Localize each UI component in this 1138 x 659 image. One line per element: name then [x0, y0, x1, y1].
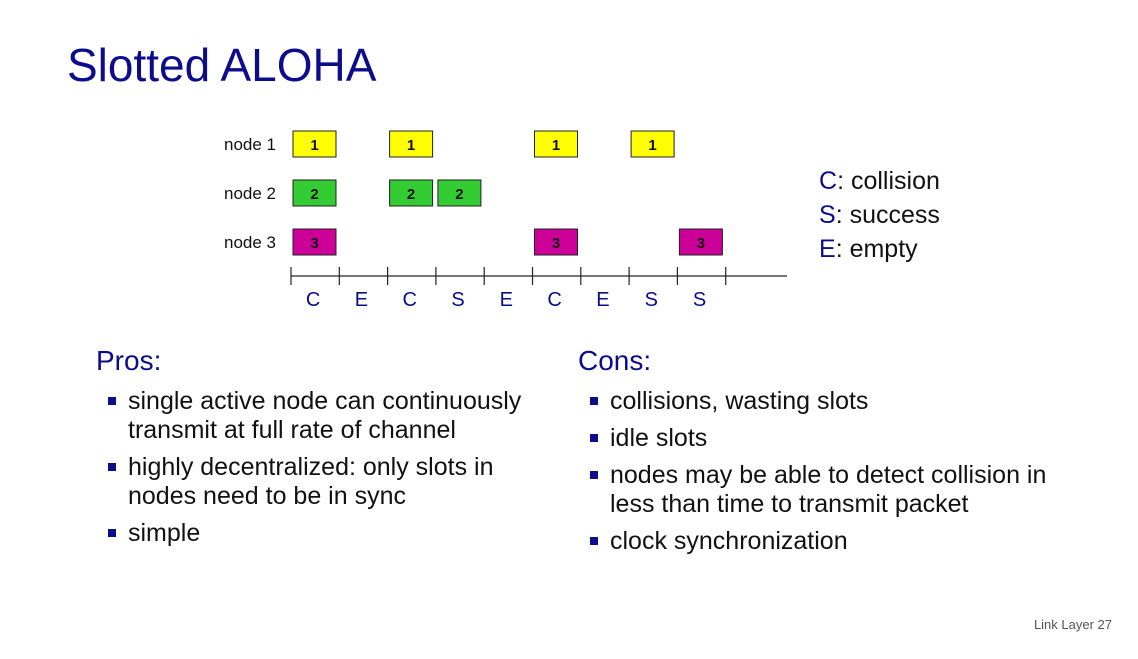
slide-footer: Link Layer 27 [1033, 617, 1112, 632]
frame-number: 1 [407, 137, 415, 154]
legend: C: collision S: success E: empty [819, 164, 940, 266]
legend-text: : success [835, 201, 940, 229]
cons-item: clock synchronization [578, 527, 1088, 556]
slide-title: Slotted ALOHA [67, 39, 377, 91]
frame-number: 1 [648, 137, 656, 154]
pros-item: simple [96, 519, 536, 548]
cons-list: collisions, wasting slots idle slots nod… [578, 387, 1088, 564]
node-label: node 1 [224, 135, 276, 154]
slot-label: S [693, 289, 706, 311]
slot-label: E [500, 289, 513, 311]
legend-item-empty: E: empty [819, 232, 940, 266]
frame-box [678, 228, 723, 256]
legend-text: : empty [835, 235, 918, 263]
legend-item-success: S: success [819, 198, 940, 232]
slot-label: C [547, 289, 561, 311]
frame-number: 2 [455, 186, 463, 203]
cons-item: idle slots [578, 424, 1088, 453]
cons-heading: Cons: [578, 345, 652, 376]
frame-box [630, 130, 675, 158]
frame-box [292, 179, 337, 207]
frame-box [292, 228, 337, 256]
frame-number: 2 [407, 186, 415, 203]
frame-box [534, 130, 578, 158]
pros-heading: Pros: [96, 345, 162, 376]
frame-number: 1 [310, 137, 318, 154]
pros-item: highly decentralized: only slots in node… [96, 453, 536, 511]
frame-box [534, 228, 578, 256]
pros-list: single active node can continuously tran… [96, 387, 536, 556]
frame-number: 3 [310, 235, 318, 252]
frame-box [389, 130, 434, 158]
slot-label: C [306, 289, 320, 311]
slot-label: C [403, 289, 417, 311]
frame-box [292, 130, 337, 158]
legend-key: E [819, 235, 836, 263]
legend-text: : collision [837, 167, 940, 195]
legend-item-collision: C: collision [819, 164, 940, 198]
frame-box [437, 179, 482, 207]
frame-number: 2 [310, 186, 318, 203]
slot-label: S [451, 289, 464, 311]
cons-item: nodes may be able to detect collision in… [578, 461, 1088, 519]
legend-key: C [819, 167, 838, 195]
slot-label: E [596, 289, 609, 311]
frame-box [389, 179, 434, 207]
node-label: node 2 [224, 184, 276, 203]
slot-label: E [355, 289, 368, 311]
legend-key: S [819, 201, 836, 229]
frame-number: 1 [552, 137, 560, 154]
pros-item: single active node can continuously tran… [96, 387, 536, 445]
frame-number: 3 [552, 235, 560, 252]
frame-number: 3 [697, 235, 705, 252]
cons-item: collisions, wasting slots [578, 387, 1088, 416]
node-label: node 3 [224, 233, 276, 252]
slot-label: S [645, 289, 658, 311]
